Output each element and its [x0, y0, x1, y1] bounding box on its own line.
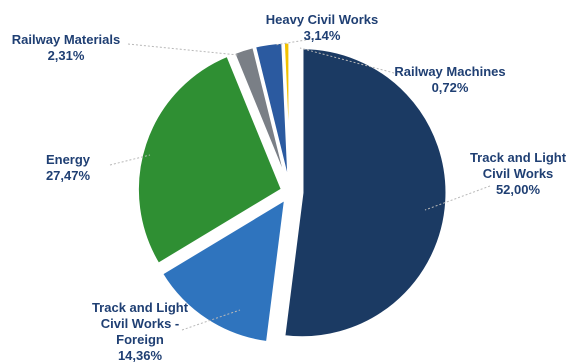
- slice-label-value: 3,14%: [304, 28, 341, 43]
- leader-line: [274, 37, 319, 46]
- pie-slice: [135, 53, 285, 267]
- leader-line: [127, 43, 239, 56]
- slice-label-name: Track and Light: [92, 300, 189, 315]
- slice-label-name: Heavy Civil Works: [266, 12, 378, 27]
- slice-label-name: Civil Works -: [101, 316, 180, 331]
- slice-label-value: 2,31%: [48, 48, 85, 63]
- slice-label-value: 52,00%: [496, 182, 541, 197]
- slice-label-name: Civil Works: [483, 166, 554, 181]
- slice-label-name: Railway Machines: [394, 64, 505, 79]
- slice-label-name: Track and Light: [470, 150, 567, 165]
- pie-slice: [281, 40, 292, 188]
- slice-label-value: 0,72%: [432, 80, 469, 95]
- slice-label-value: 27,47%: [46, 168, 91, 183]
- leader-line: [109, 154, 151, 166]
- slice-label-value: 14,36%: [118, 348, 163, 363]
- pie-slice: [159, 195, 288, 345]
- slice-label-name: Railway Materials: [12, 32, 120, 47]
- pie-slice: [282, 46, 449, 340]
- slice-label-name: Energy: [46, 152, 91, 167]
- slice-label-name: Foreign: [116, 332, 164, 347]
- leader-line: [299, 47, 399, 75]
- leader-line: [424, 185, 491, 211]
